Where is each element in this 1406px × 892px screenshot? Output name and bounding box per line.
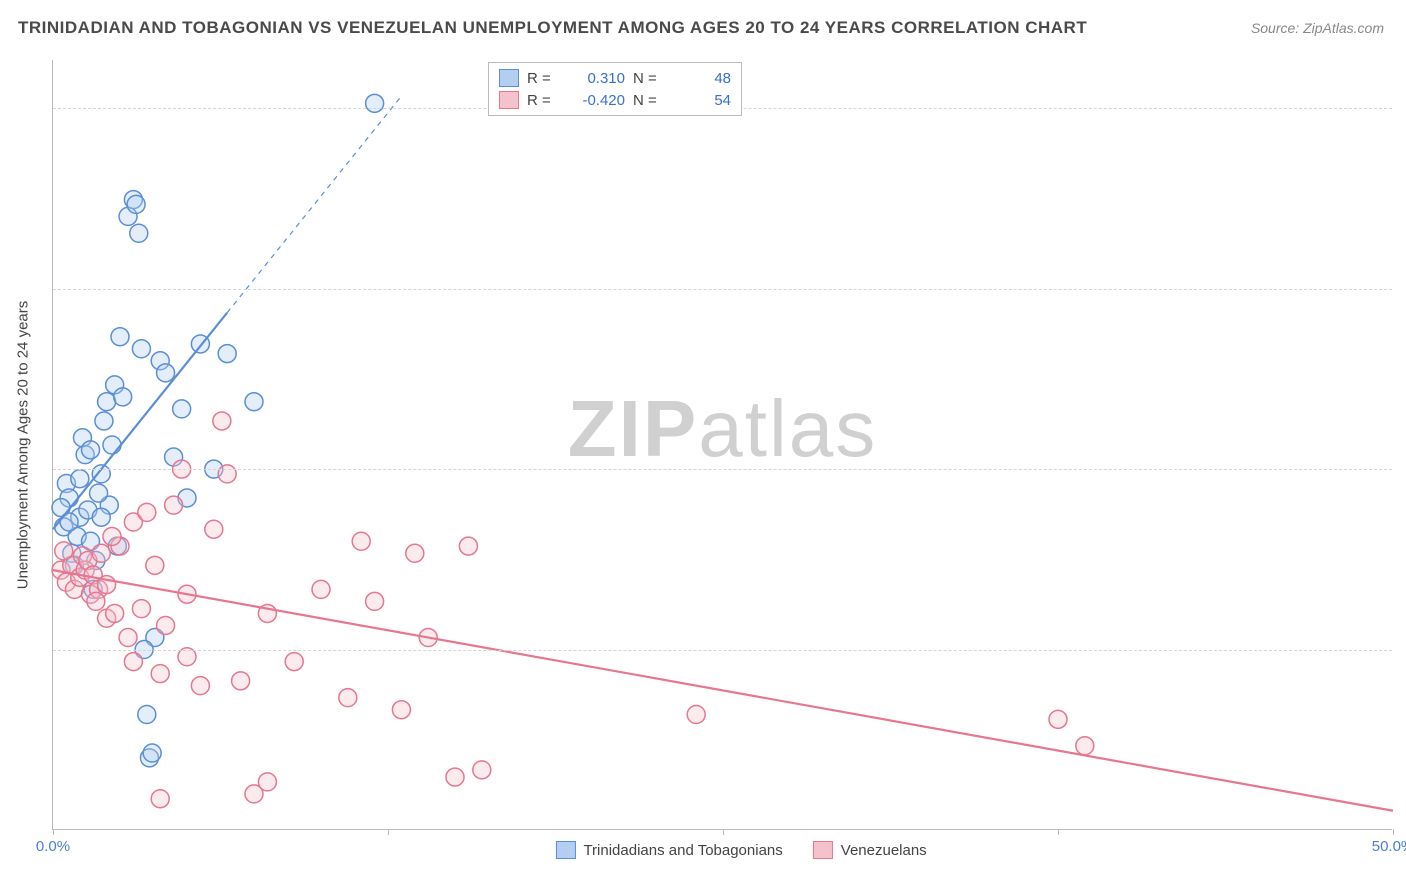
r-value-2: -0.420 [565, 92, 625, 109]
legend-row-series2: R = -0.420 N = 54 [499, 89, 731, 111]
swatch-blue-icon [499, 69, 519, 87]
data-point [138, 503, 156, 521]
data-point [71, 470, 89, 488]
data-point [285, 653, 303, 671]
n-label: N = [633, 92, 663, 109]
data-point [82, 441, 100, 459]
x-tick-mark [1058, 829, 1059, 835]
trend-line [53, 570, 1393, 811]
data-point [173, 400, 191, 418]
data-point [352, 532, 370, 550]
data-point [191, 677, 209, 695]
data-point [55, 542, 73, 560]
x-tick-mark [388, 829, 389, 835]
data-point [138, 706, 156, 724]
data-point [213, 412, 231, 430]
data-point [98, 393, 116, 411]
data-point [106, 604, 124, 622]
n-value-1: 48 [671, 70, 731, 87]
source-name: ZipAtlas.com [1303, 20, 1384, 36]
data-point [151, 665, 169, 683]
data-point [143, 744, 161, 762]
data-point [146, 556, 164, 574]
data-point [366, 94, 384, 112]
data-point [258, 773, 276, 791]
y-axis-title: Unemployment Among Ages 20 to 24 years [15, 300, 32, 589]
data-point [124, 653, 142, 671]
data-point [339, 689, 357, 707]
data-point [95, 412, 113, 430]
data-point [312, 580, 330, 598]
data-point [232, 672, 250, 690]
r-label: R = [527, 70, 557, 87]
data-point [103, 436, 121, 454]
trend-line-dashed [227, 96, 401, 313]
data-point [687, 706, 705, 724]
data-point [245, 393, 263, 411]
correlation-legend: R = 0.310 N = 48 R = -0.420 N = 54 [488, 62, 742, 116]
source-label: Source: [1251, 20, 1299, 36]
source-attribution: Source: ZipAtlas.com [1251, 20, 1384, 36]
x-tick-mark [53, 829, 54, 835]
data-point [114, 388, 132, 406]
grid-line [53, 289, 1392, 290]
data-point [111, 328, 129, 346]
data-point [132, 600, 150, 618]
chart-title: TRINIDADIAN AND TOBAGONIAN VS VENEZUELAN… [18, 18, 1087, 38]
data-point [157, 616, 175, 634]
data-point [92, 508, 110, 526]
data-point [446, 768, 464, 786]
data-point [218, 465, 236, 483]
data-point [132, 340, 150, 358]
data-point [130, 224, 148, 242]
r-value-1: 0.310 [565, 70, 625, 87]
grid-line [53, 650, 1392, 651]
data-point [459, 537, 477, 555]
n-value-2: 54 [671, 92, 731, 109]
data-point [90, 484, 108, 502]
data-point [218, 345, 236, 363]
data-point [473, 761, 491, 779]
data-point [406, 544, 424, 562]
data-point [366, 592, 384, 610]
data-point [103, 527, 121, 545]
x-tick-label: 0.0% [36, 838, 70, 855]
data-point [151, 790, 169, 808]
data-point [392, 701, 410, 719]
data-point [119, 629, 137, 647]
legend-item-series1: Trinidadians and Tobagonians [555, 841, 782, 859]
data-point [1076, 737, 1094, 755]
swatch-pink-icon [813, 841, 833, 859]
data-point [205, 520, 223, 538]
r-label: R = [527, 92, 557, 109]
data-point [1049, 710, 1067, 728]
legend-label-2: Venezuelans [841, 842, 927, 859]
x-tick-label: 50.0% [1372, 838, 1406, 855]
data-point [157, 364, 175, 382]
x-tick-mark [1393, 829, 1394, 835]
series-legend: Trinidadians and Tobagonians Venezuelans [555, 841, 926, 859]
data-point [92, 544, 110, 562]
legend-row-series1: R = 0.310 N = 48 [499, 67, 731, 89]
legend-label-1: Trinidadians and Tobagonians [583, 842, 782, 859]
chart-plot-area: Unemployment Among Ages 20 to 24 years Z… [52, 60, 1392, 830]
scatter-svg [53, 60, 1392, 829]
x-tick-mark [723, 829, 724, 835]
data-point [87, 592, 105, 610]
swatch-blue-icon [555, 841, 575, 859]
legend-item-series2: Venezuelans [813, 841, 927, 859]
grid-line [53, 469, 1392, 470]
data-point [127, 195, 145, 213]
n-label: N = [633, 70, 663, 87]
data-point [165, 496, 183, 514]
swatch-pink-icon [499, 91, 519, 109]
